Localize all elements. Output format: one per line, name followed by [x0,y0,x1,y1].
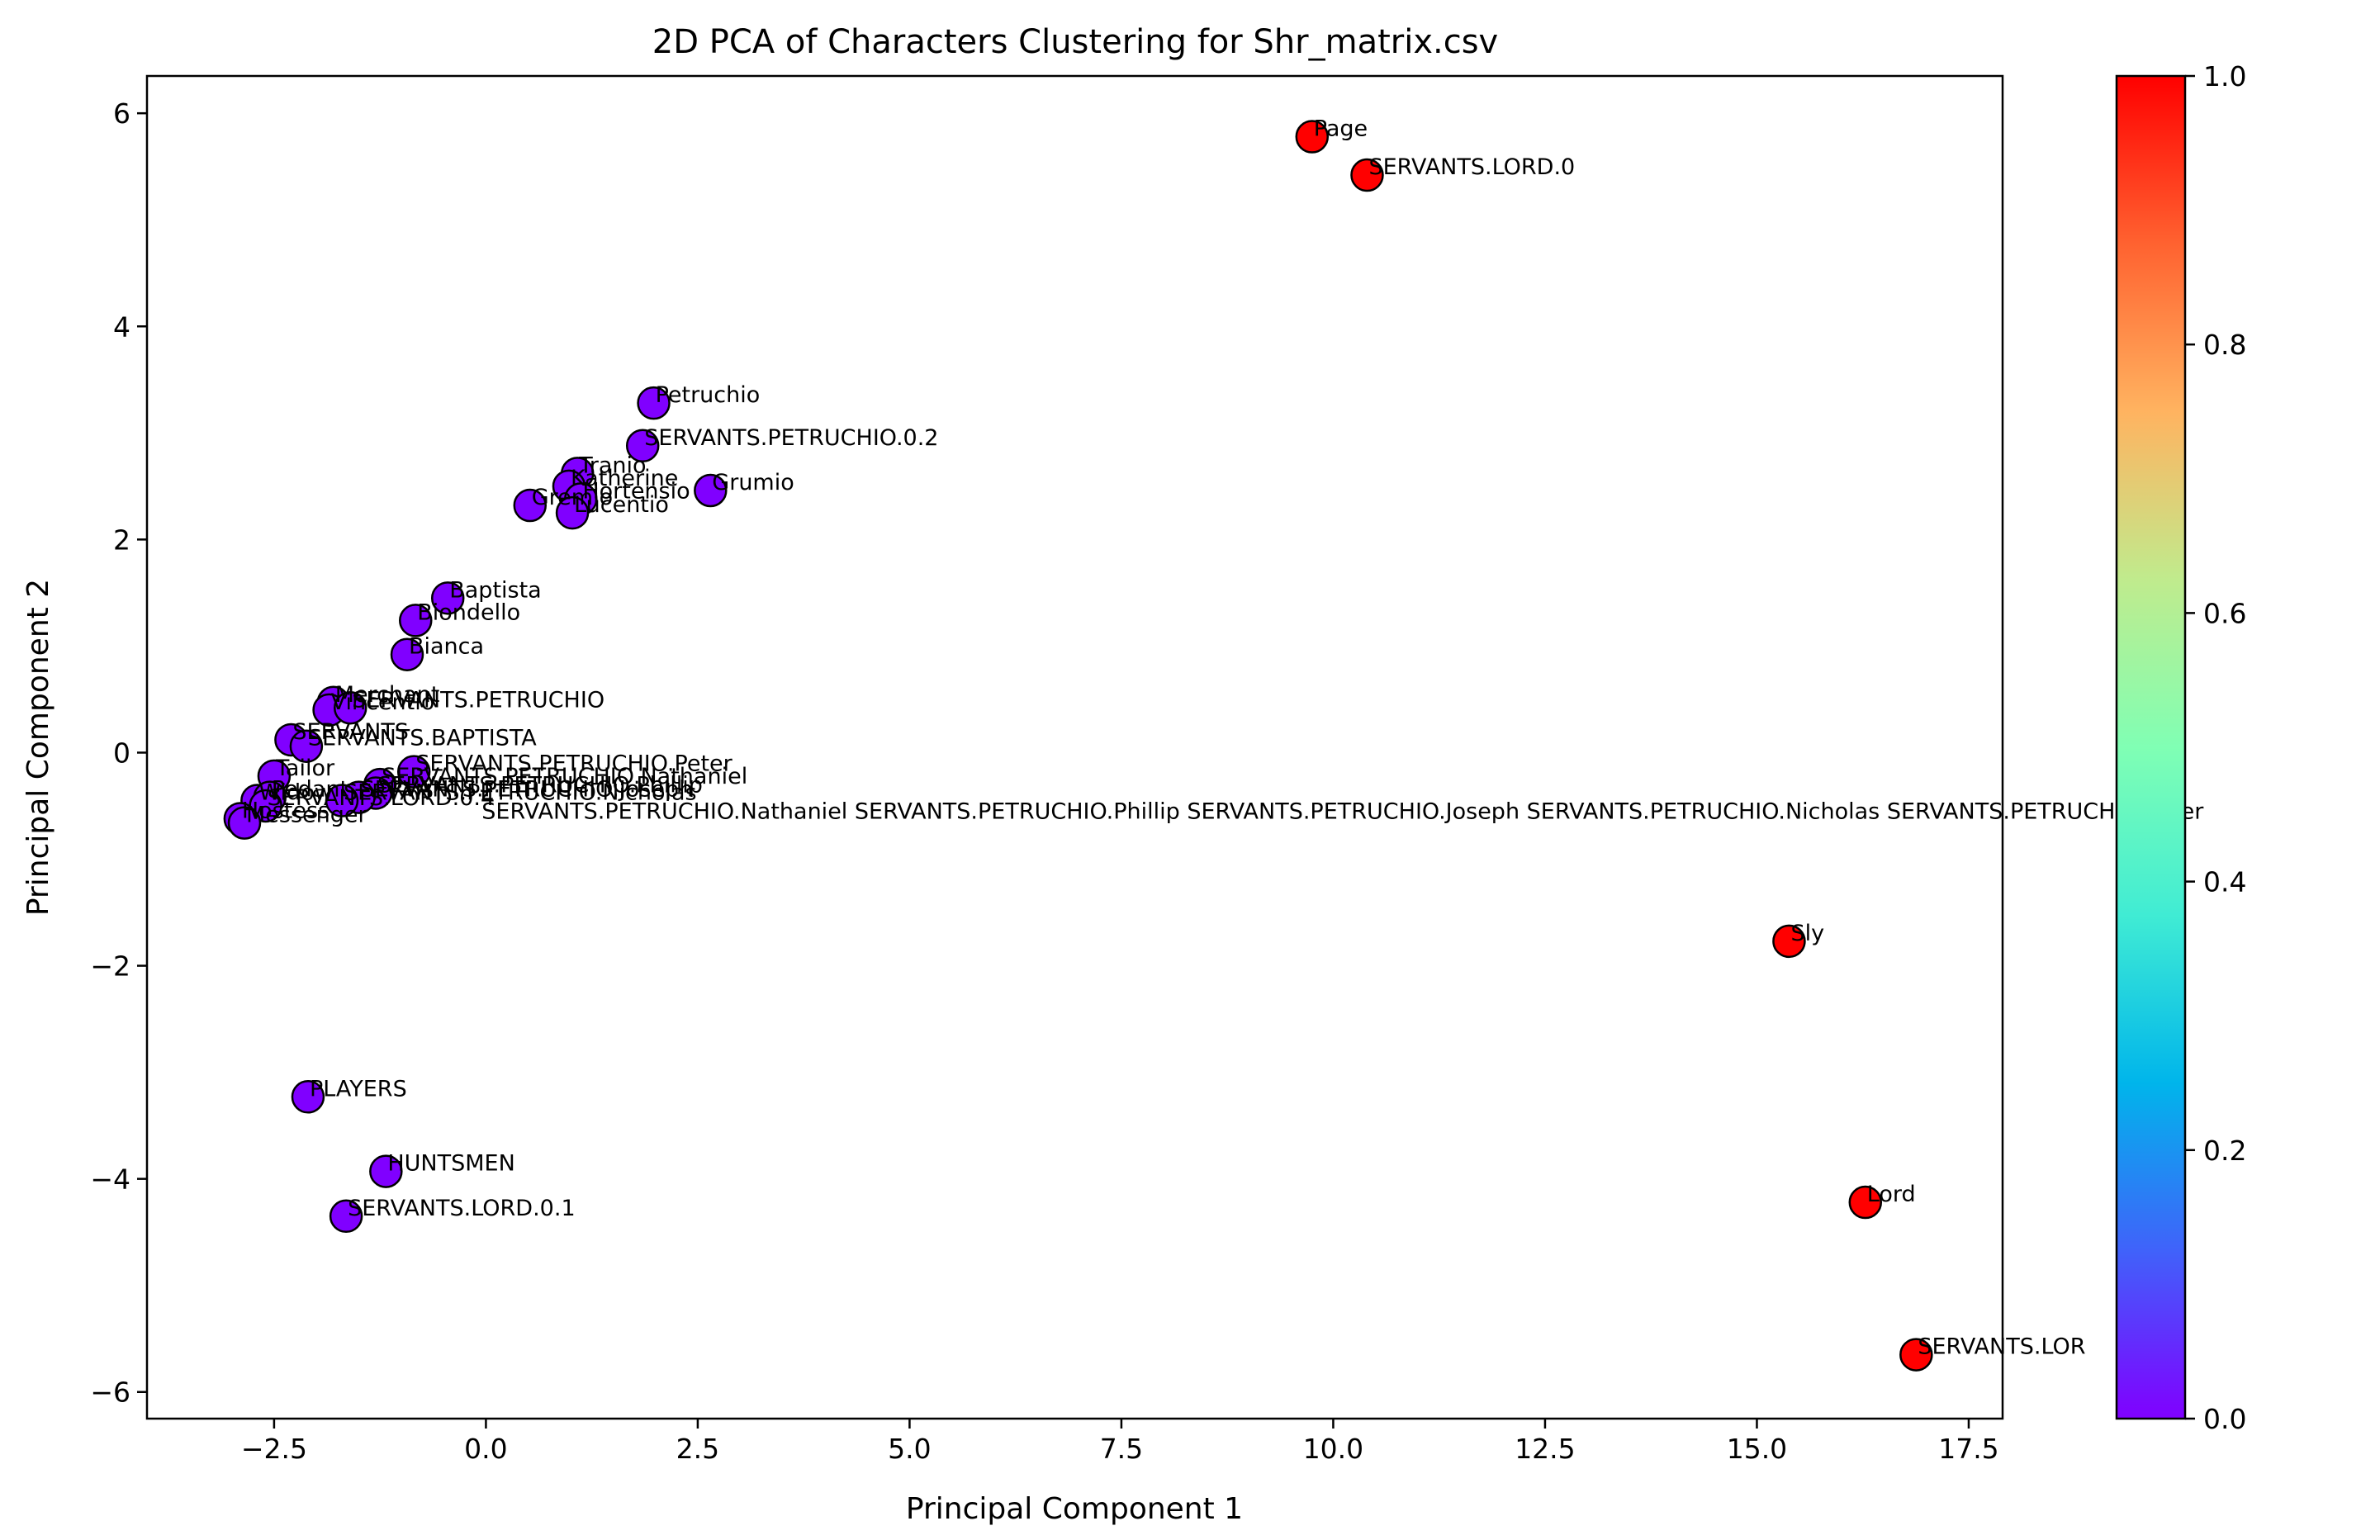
scatter-point [333,691,367,725]
colorbar-gradient [2115,74,2187,1420]
colorbar-tick-label: 0.2 [2203,1135,2246,1167]
point-label: SERVANTS.LORD.0.1 [348,1196,576,1221]
point-labels-layer: PageSERVANTS.LORD.0SlyLordSERVANTS.LORPe… [242,116,2204,1360]
scatter-point [396,755,431,789]
point-label: SERVANTS.PETRUCHIO.Peter [415,751,732,777]
scatter-point [227,806,262,840]
point-label: SERVANTS.BAPTISTA [308,726,537,751]
colorbar-ticks: 0.0 0.2 0.4 0.6 0.8 1.0 [2185,60,2246,1435]
y-tick-label: 0 [113,737,130,769]
y-tick-label: 4 [113,310,130,343]
scatter-point [325,784,359,817]
x-axis: −2.5 0.0 2.5 5.0 7.5 10.0 12.5 15.0 17.5 [241,1419,1999,1465]
scatter-point [369,1154,403,1188]
scatter-point [694,473,728,508]
colorbar-tick-label: 1.0 [2203,60,2246,92]
point-label: Petruchio [656,382,761,408]
scatter-point [625,429,660,463]
colorbar: 0.0 0.2 0.4 0.6 0.8 1.0 [2115,60,2246,1435]
point-label: PLAYERS [310,1076,407,1102]
point-label: Merchant [335,682,440,708]
scatter-point [1899,1338,1933,1372]
point-label: Tailor [275,756,335,781]
point-label: HUNTSMEN [387,1151,514,1177]
point-label: Hortensio [582,478,690,504]
scatter-point [430,581,465,615]
x-tick-label: −2.5 [241,1433,307,1465]
point-label: Biondello [417,599,520,625]
point-label: Messenger [246,803,368,828]
point-label: SERVANTS.PETRUCHIO.Nicholas [344,780,697,806]
point-label: Page [1314,116,1368,142]
point-label: Tranio [578,453,646,478]
scatter-point [329,1199,363,1234]
scatter-point [399,604,433,637]
point-label: SERVANTS.PETRUCHIO.Phillip [377,772,703,798]
point-label: SERVANTS.PETRUCHIO.Nathaniel [382,764,747,789]
y-axis: −6 −4 −2 0 2 4 6 [90,97,147,1409]
colorbar-tick-label: 0.4 [2203,866,2246,898]
x-tick-label: 5.0 [888,1433,931,1465]
colorbar-tick-label: 0.8 [2203,329,2246,361]
scatter-point [637,386,671,420]
scatter-point [1848,1185,1883,1220]
point-label: SERVANTS.PETRUCHIO.0.2 [644,425,938,451]
scatter-point [1350,158,1384,192]
point-label: Pedant [272,777,348,803]
x-tick-label: 7.5 [1100,1433,1143,1465]
scatter-point [1772,924,1806,959]
plot-frame [145,74,2004,1420]
y-axis-label: Principal Component 2 [21,579,55,916]
colorbar-tick-label: 0.6 [2203,597,2246,629]
scatter-point [390,637,424,671]
point-label: SERVANTS.LORD.0 [1368,154,1575,180]
point-label: Gremio [532,485,613,510]
point-label: Lord [1867,1182,1916,1207]
scatter-point [291,1080,325,1114]
point-label: Vincentio [331,689,435,715]
points-layer [223,120,1933,1372]
y-tick-label: −2 [90,950,130,983]
point-label: Baptista [449,577,542,603]
point-label: Widow [258,780,332,806]
y-tick-label: −6 [90,1377,130,1409]
y-tick-label: −4 [90,1163,130,1196]
scatter-point [289,729,324,763]
point-label: Katherine [571,466,678,491]
point-label: Bianca [409,634,484,660]
point-label: SERVANTS [292,719,409,745]
point-label: SERVANTS.PETRUCHIO.Joseph [361,777,694,803]
colorbar-tick-label: 0.0 [2203,1403,2246,1435]
point-label: SERVANTS.PETRUCHIO [352,687,604,713]
scatter-point [1295,120,1330,154]
point-label: Sly [1790,921,1824,946]
scatter-point [555,495,590,530]
y-tick-label: 2 [113,524,130,556]
plot-area: PageSERVANTS.LORD.0SlyLordSERVANTS.LORPe… [145,74,2204,1420]
x-tick-label: 15.0 [1727,1433,1787,1465]
point-label: Grumio [712,470,794,495]
x-tick-label: 12.5 [1515,1433,1575,1465]
y-tick-label: 6 [113,97,130,130]
x-tick-label: 10.0 [1303,1433,1363,1465]
scatter-point [513,488,548,523]
point-label: SERVANTS.LORD.0.4 [268,785,495,811]
point-label: Lucentio [574,492,669,518]
chart-title: 2D PCA of Characters Clustering for Shr_… [652,23,1498,61]
x-axis-label: Principal Component 1 [906,1492,1243,1526]
x-tick-label: 17.5 [1938,1433,1998,1465]
x-tick-label: 2.5 [676,1433,719,1465]
x-tick-label: 0.0 [464,1433,507,1465]
annotation-label: SERVANTS.PETRUCHIO.Nathaniel SERVANTS.PE… [481,798,2204,824]
point-label: Hostess [242,798,330,823]
